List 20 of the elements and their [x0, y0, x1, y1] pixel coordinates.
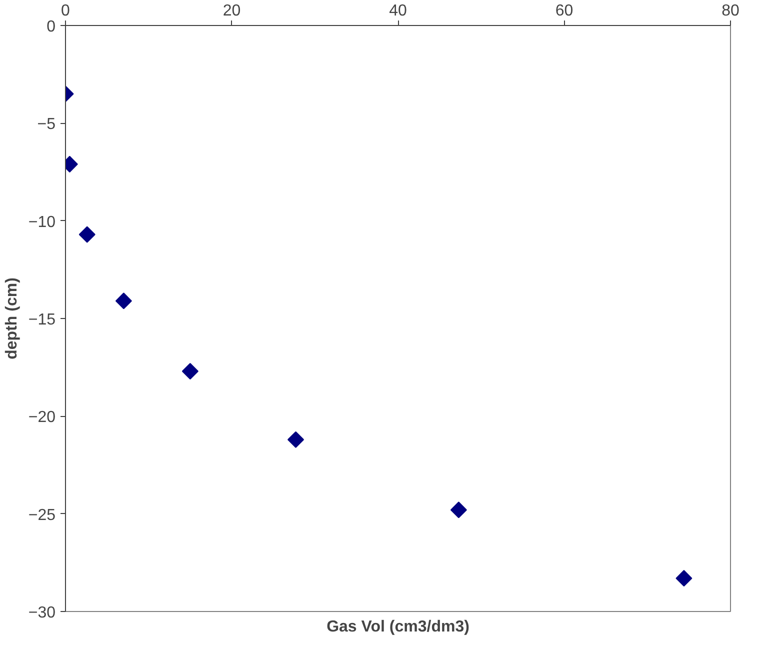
y-tick-label: 0: [46, 18, 56, 36]
y-tick-label: −25: [28, 506, 56, 524]
point: [182, 362, 198, 380]
y-tick-label: −30: [28, 604, 56, 622]
y-tick-label: −5: [37, 116, 56, 134]
point: [287, 431, 304, 448]
point: [78, 226, 96, 243]
y-tick-label: −20: [28, 409, 56, 426]
point: [115, 292, 132, 310]
x-tick-label: 0: [61, 2, 70, 20]
point: [450, 502, 467, 518]
x-tick-label: 80: [722, 2, 740, 20]
x-tick-label: 40: [389, 2, 407, 20]
point: [676, 570, 692, 587]
x-tick-label: 20: [222, 2, 241, 20]
y-axis-title: depth (cm): [3, 278, 20, 360]
y-tick-label: −15: [28, 312, 56, 328]
x-axis-title: Gas Vol (cm3/dm3): [326, 618, 470, 636]
y-tick-label: −10: [28, 214, 56, 231]
x-tick-label: 60: [555, 2, 574, 20]
